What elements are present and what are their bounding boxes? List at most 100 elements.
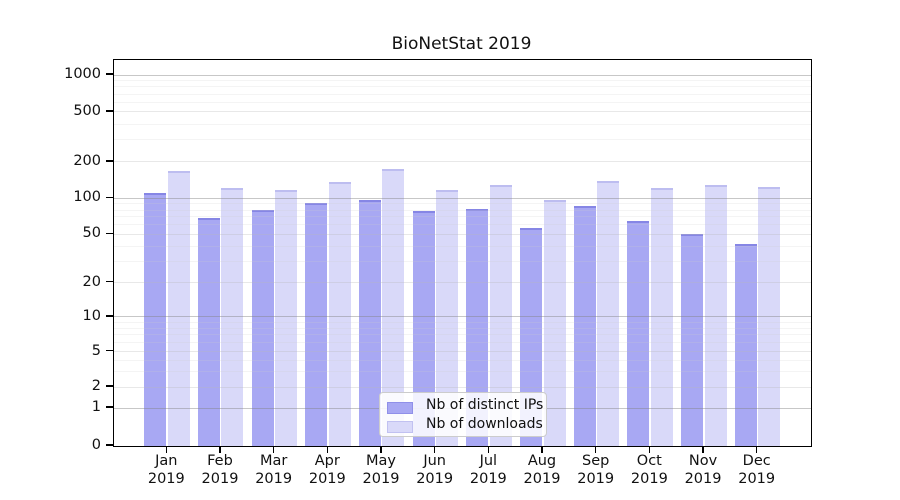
x-tick-label-oct: Oct 2019 — [614, 452, 684, 488]
legend-entry-distinct-ips: Nb of distinct IPs — [380, 396, 546, 416]
y-tick-label-1000: 1000 — [64, 66, 101, 82]
y-tick-mark-500 — [106, 110, 113, 112]
x-tick-mark-aug — [541, 446, 543, 453]
x-tick-label-jan: Jan 2019 — [131, 452, 201, 488]
x-tick-month: Dec — [742, 453, 771, 469]
chart-title: BioNetStat 2019 — [391, 34, 532, 54]
legend-swatch-distinct-ips — [387, 402, 413, 414]
bar-downloads-mar — [275, 189, 298, 446]
x-tick-mark-apr — [326, 446, 328, 453]
plot-area: Nb of distinct IPs Nb of downloads — [113, 59, 812, 447]
gridline-200 — [114, 161, 811, 163]
y-tick-mark-1000 — [106, 73, 113, 75]
legend: Nb of distinct IPs Nb of downloads — [379, 392, 547, 437]
x-tick-month: Feb — [207, 453, 233, 469]
bar-distinct-ips-apr — [305, 203, 328, 446]
x-tick-month: Oct — [636, 453, 662, 469]
x-tick-month: Jun — [423, 453, 446, 469]
gridline-900 — [114, 80, 811, 82]
x-tick-year: 2019 — [523, 471, 561, 487]
x-tick-label-may: May 2019 — [346, 452, 416, 488]
x-tick-year: 2019 — [738, 471, 776, 487]
y-tick-mark-20 — [106, 280, 113, 283]
y-tick-label-10: 10 — [82, 307, 101, 324]
x-tick-year: 2019 — [362, 471, 400, 487]
x-tick-label-sep: Sep 2019 — [561, 452, 631, 488]
bar-distinct-ips-oct — [627, 220, 650, 446]
x-tick-label-nov: Nov 2019 — [668, 452, 738, 488]
bar-distinct-ips-nov — [681, 234, 704, 446]
x-tick-year: 2019 — [255, 471, 293, 487]
x-tick-mark-nov — [702, 446, 704, 453]
x-tick-mark-dec — [756, 446, 758, 453]
x-tick-label-aug: Aug 2019 — [507, 452, 577, 488]
legend-label-downloads: Nb of downloads — [426, 416, 543, 432]
y-tick-mark-100 — [106, 196, 113, 199]
x-tick-year: 2019 — [630, 471, 668, 487]
x-tick-year: 2019 — [201, 471, 239, 487]
x-tick-month: Mar — [259, 453, 288, 469]
x-tick-year: 2019 — [469, 471, 507, 487]
bar-distinct-ips-feb — [197, 218, 220, 446]
y-tick-mark-2 — [106, 385, 113, 387]
bar-downloads-jun — [436, 189, 459, 446]
x-tick-label-mar: Mar 2019 — [239, 452, 309, 488]
x-tick-mark-feb — [219, 446, 221, 453]
bar-downloads-feb — [221, 188, 244, 446]
x-tick-month: May — [365, 453, 396, 469]
x-tick-year: 2019 — [577, 471, 615, 487]
x-tick-month: Apr — [314, 453, 340, 469]
y-tick-mark-5 — [106, 350, 113, 352]
y-tick-label-1: 1 — [91, 399, 101, 416]
bar-distinct-ips-jan — [144, 193, 167, 446]
x-tick-label-feb: Feb 2019 — [185, 452, 255, 488]
x-tick-month: Jan — [155, 453, 178, 469]
x-tick-year: 2019 — [684, 471, 722, 487]
x-tick-year: 2019 — [308, 471, 346, 487]
x-tick-month: Jul — [479, 453, 498, 469]
bar-distinct-ips-jun — [412, 211, 435, 446]
x-tick-label-apr: Apr 2019 — [292, 452, 362, 488]
legend-entry-downloads: Nb of downloads — [380, 415, 546, 435]
bar-downloads-oct — [650, 188, 673, 446]
bar-distinct-ips-jul — [466, 208, 489, 446]
bar-distinct-ips-aug — [520, 227, 542, 446]
x-tick-mark-sep — [594, 446, 597, 453]
bar-distinct-ips-dec — [734, 243, 757, 446]
y-tick-label-100: 100 — [73, 189, 101, 206]
y-tick-mark-10 — [106, 315, 113, 317]
bar-downloads-jan — [167, 170, 190, 446]
x-tick-mark-jun — [433, 446, 436, 453]
x-tick-label-dec: Dec 2019 — [722, 452, 792, 488]
x-tick-month: Nov — [688, 453, 718, 469]
bar-downloads-may — [382, 169, 405, 446]
x-tick-month: Sep — [582, 453, 610, 469]
bar-downloads-aug — [543, 200, 566, 446]
y-tick-label-2: 2 — [91, 378, 101, 395]
gridline-600 — [114, 101, 811, 103]
bar-downloads-dec — [758, 186, 781, 446]
x-tick-year: 2019 — [147, 471, 185, 487]
gridline-400 — [114, 123, 811, 125]
x-tick-year: 2019 — [416, 471, 454, 487]
bar-downloads-jul — [489, 184, 512, 446]
gridline-800 — [114, 86, 811, 88]
bar-downloads-apr — [328, 181, 351, 446]
x-tick-mark-jul — [487, 446, 490, 453]
y-tick-label-0: 0 — [91, 437, 101, 453]
x-tick-mark-mar — [272, 446, 275, 453]
y-tick-label-500: 500 — [73, 102, 101, 119]
y-tick-mark-50 — [106, 232, 113, 234]
y-tick-mark-1 — [106, 406, 113, 408]
y-tick-label-5: 5 — [91, 342, 101, 359]
x-tick-mark-may — [380, 446, 382, 453]
x-tick-month: Aug — [527, 453, 557, 469]
bar-downloads-sep — [597, 180, 620, 446]
y-tick-label-20: 20 — [82, 273, 101, 290]
x-tick-mark-oct — [648, 446, 651, 453]
x-tick-mark-jan — [165, 446, 167, 453]
bar-distinct-ips-sep — [573, 206, 596, 446]
legend-label-distinct-ips: Nb of distinct IPs — [426, 397, 544, 413]
y-tick-mark-0 — [106, 444, 113, 446]
